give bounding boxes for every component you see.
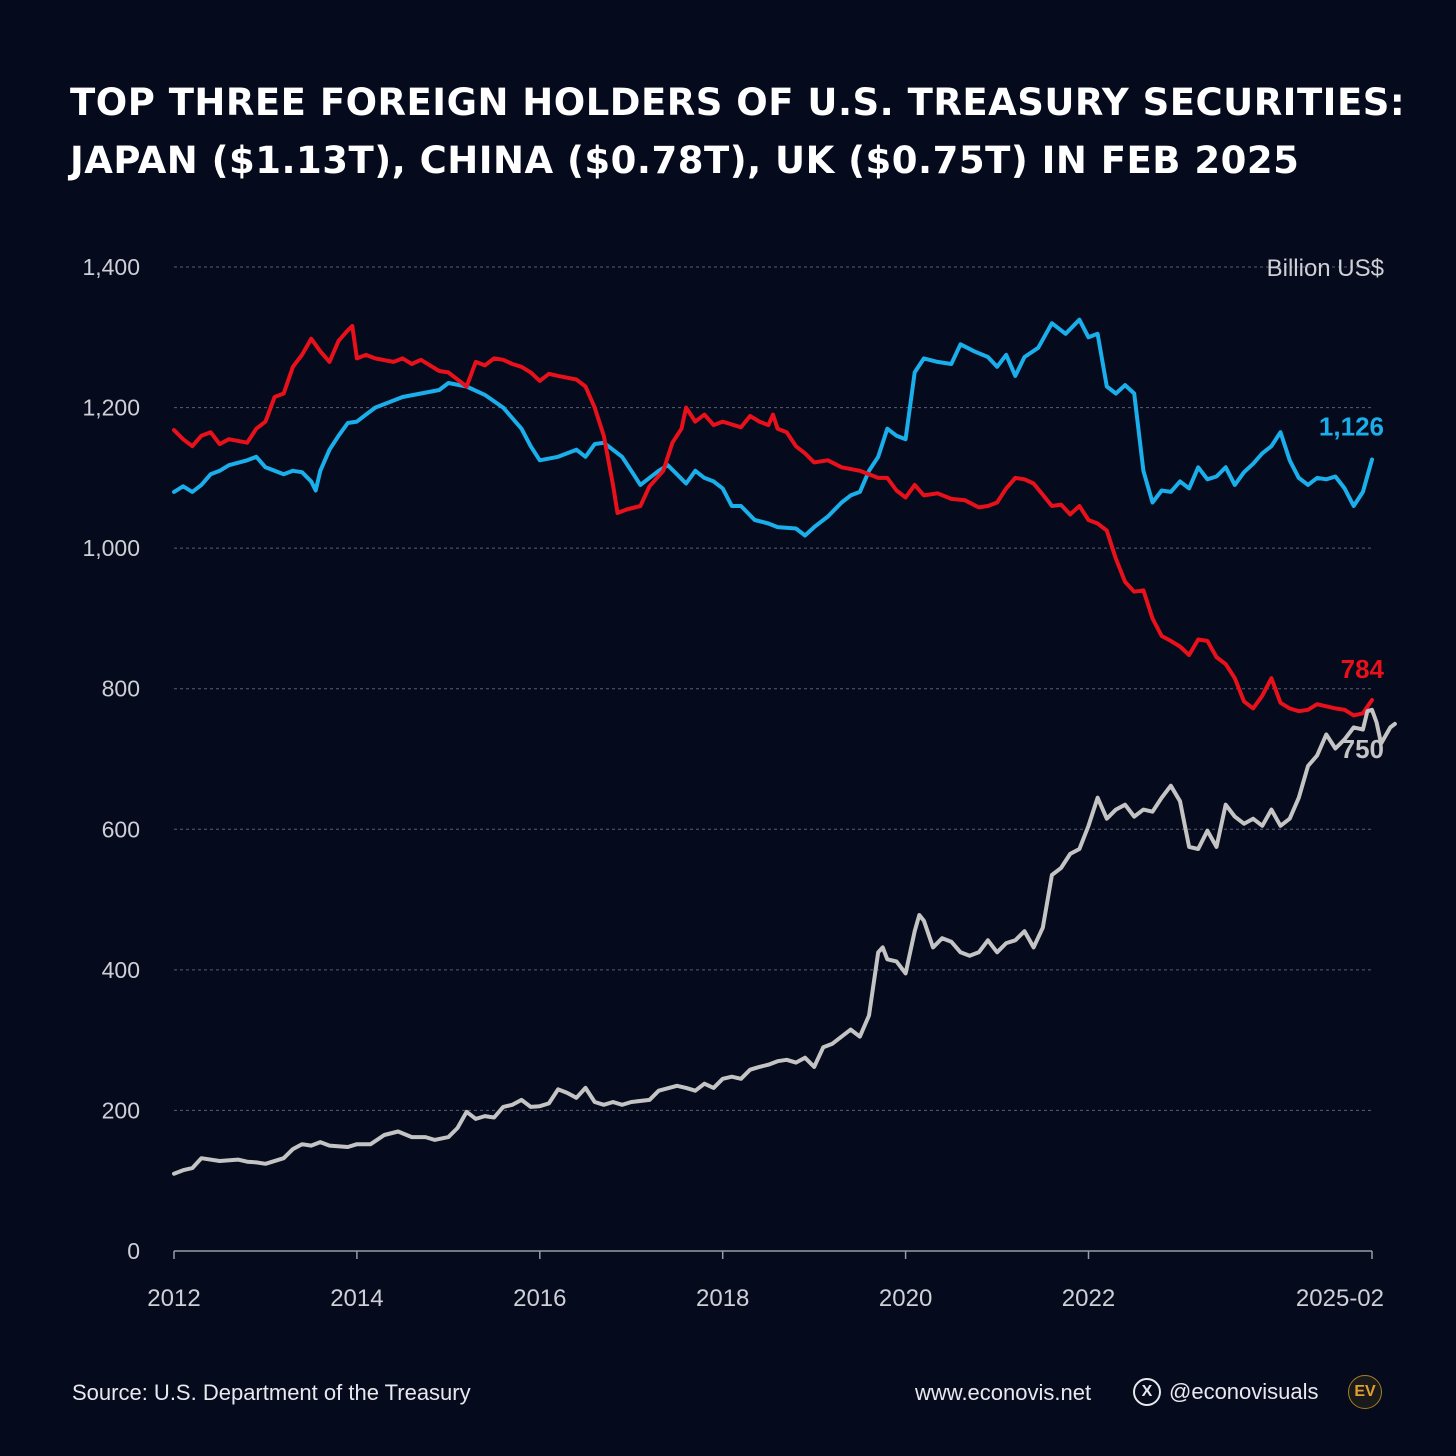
y-tick-label: 1,200 <box>82 395 140 421</box>
series-line-china <box>172 324 1374 718</box>
series-lines <box>172 317 1397 1176</box>
x-tick-label: 2016 <box>513 1285 566 1312</box>
y-tick-label: 800 <box>102 676 140 702</box>
x-tick-label: 2020 <box>879 1285 932 1312</box>
end-label-japan: 1,126 <box>1319 412 1384 442</box>
series-line-uk <box>172 707 1397 1176</box>
end-label-uk: 750 <box>1341 734 1384 764</box>
x-tick-label: 2014 <box>330 1285 383 1312</box>
y-tick-label: 200 <box>102 1097 140 1123</box>
y-tick-label: 0 <box>127 1238 140 1264</box>
brand-logo-text: EV <box>1354 1383 1376 1400</box>
end-label-china: 784 <box>1341 654 1385 684</box>
social-handle-text: @econovisuals <box>1169 1379 1319 1404</box>
chart-title: TOP THREE FOREIGN HOLDERS OF U.S. TREASU… <box>70 74 1406 190</box>
y-tick-label: 400 <box>102 957 140 983</box>
unit-label: Billion US$ <box>1267 255 1384 282</box>
website-link[interactable]: www.econovis.net <box>915 1380 1092 1405</box>
x-tick-label: 2022 <box>1062 1285 1115 1312</box>
source-note: Source: U.S. Department of the Treasury <box>72 1380 471 1405</box>
grid-lines <box>174 266 1372 1111</box>
axes: 0 200 400 600 800 1,000 1,200 1,400 2012 2014 2016… <box>82 254 1384 1312</box>
x-tick-label: 2012 <box>147 1285 200 1312</box>
y-tick-label: 600 <box>102 816 140 842</box>
y-tick-label: 1,400 <box>82 254 140 280</box>
x-tick-label: 2018 <box>696 1285 749 1312</box>
chart-title-line-2: JAPAN ($1.13T), CHINA ($0.78T), UK ($0.7… <box>70 139 1300 182</box>
y-tick-label: 1,000 <box>82 535 140 561</box>
series-line-japan <box>172 317 1374 538</box>
chart-title-line-1: TOP THREE FOREIGN HOLDERS OF U.S. TREASU… <box>70 81 1406 124</box>
end-labels: 1,126 784 750 <box>1319 412 1385 764</box>
brand-logo: EV <box>1348 1375 1382 1409</box>
social-handle[interactable]: X @econovisuals <box>1133 1378 1319 1406</box>
x-logo-icon: X <box>1133 1378 1161 1406</box>
x-tick-label: 2025-02 <box>1296 1285 1384 1312</box>
